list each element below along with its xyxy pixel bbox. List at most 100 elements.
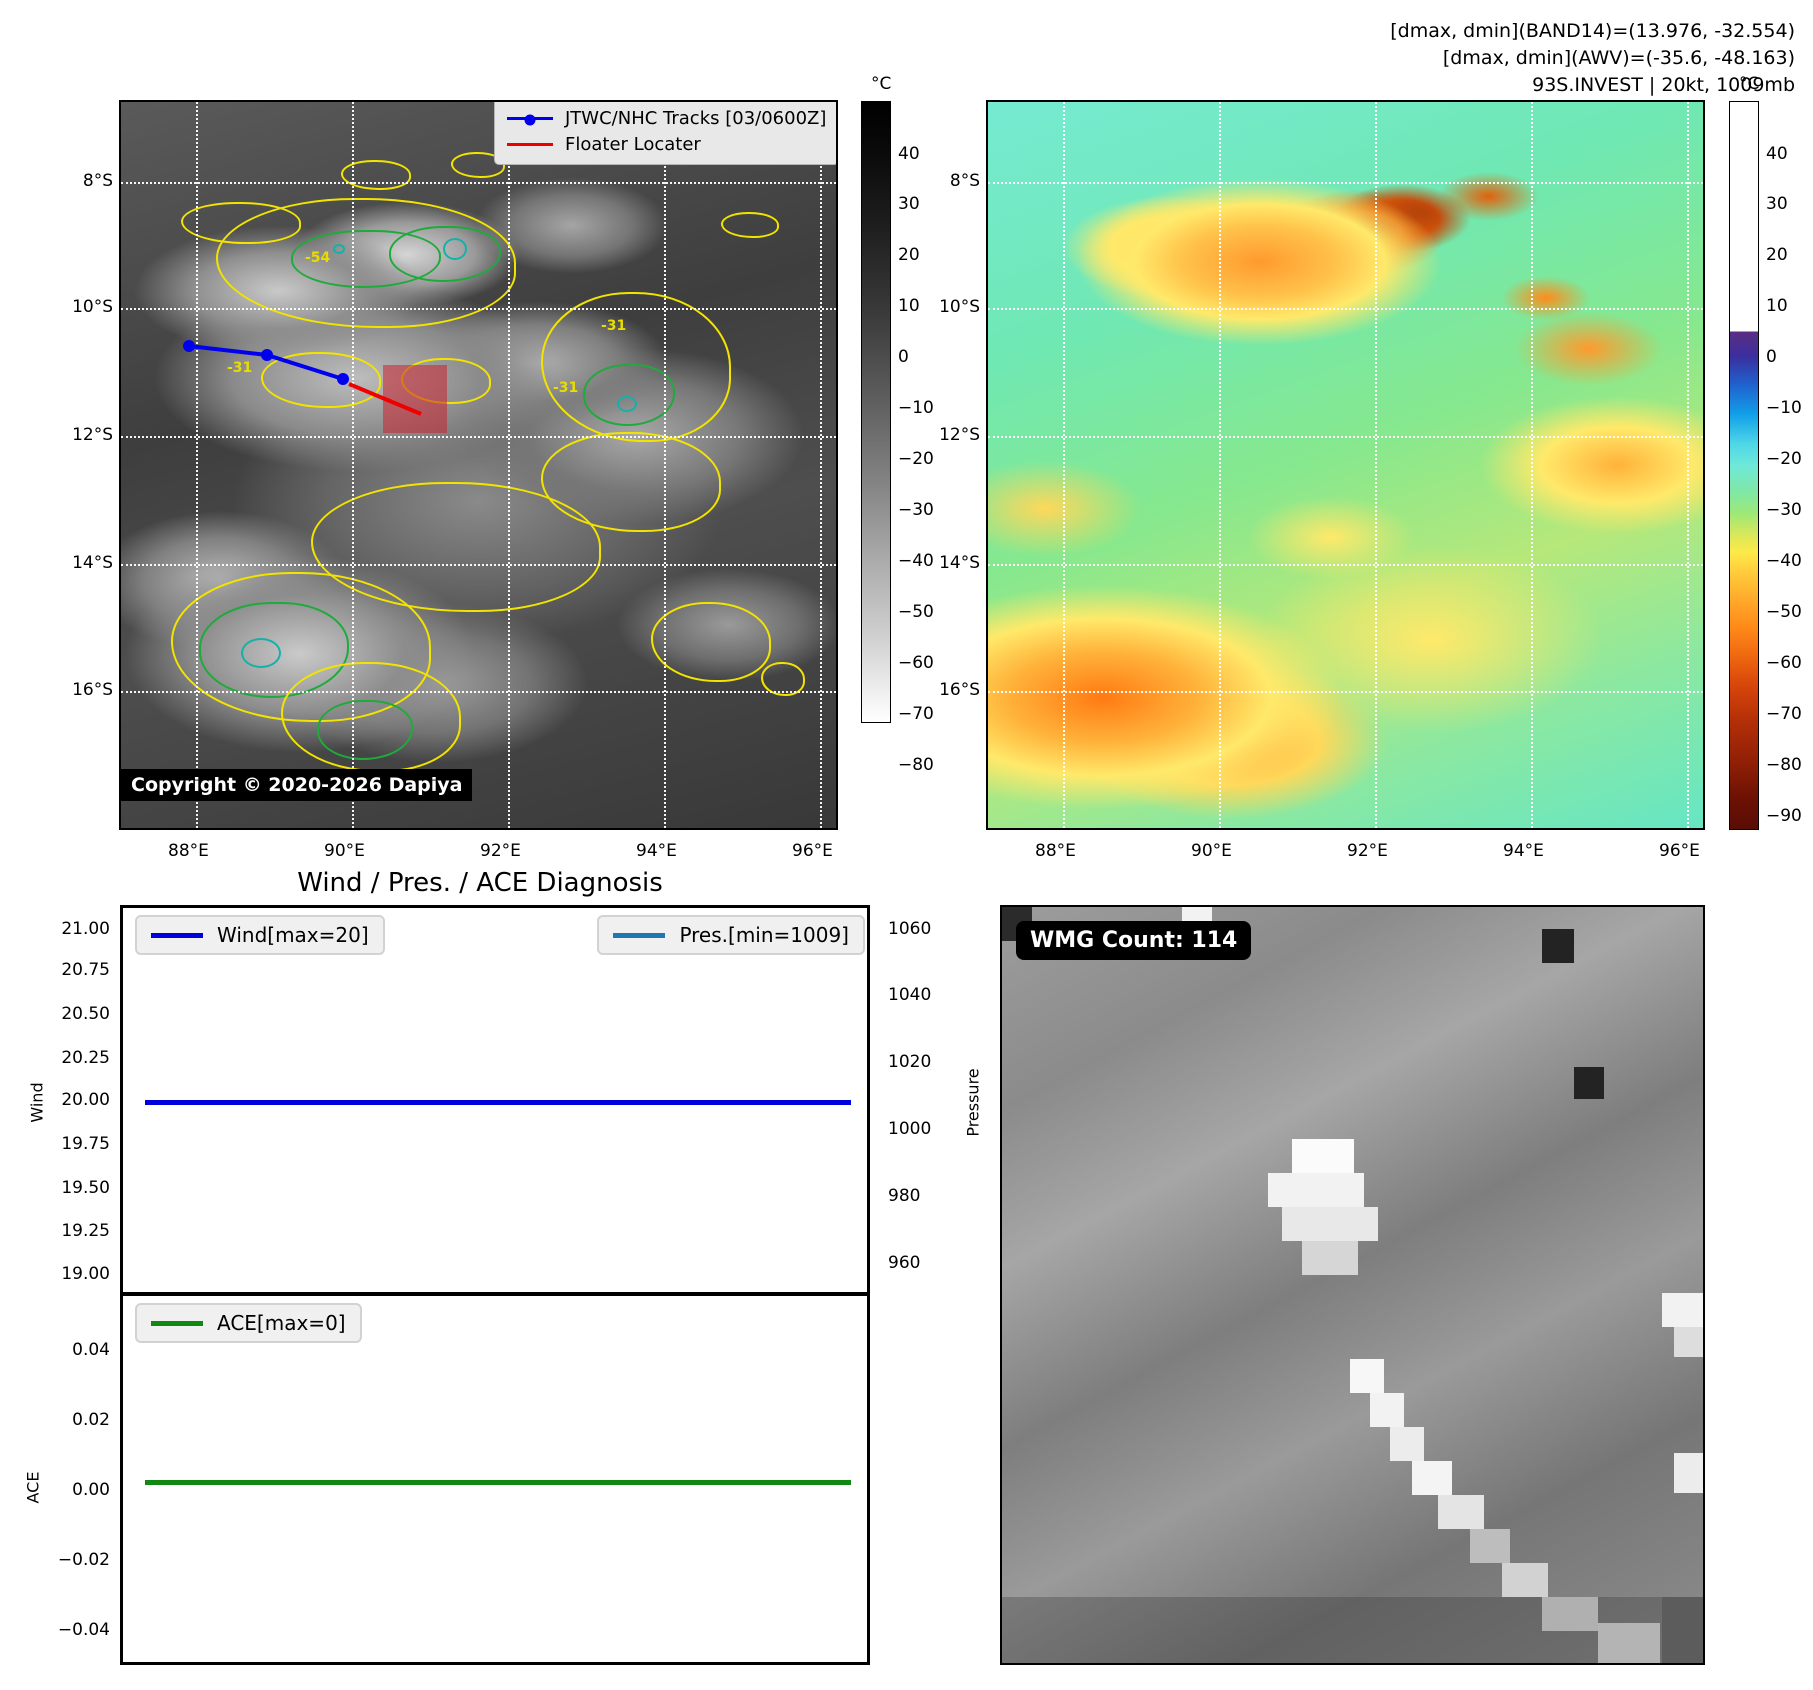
storm-track-overlay: [183, 340, 422, 416]
wmg-pixel: [1182, 907, 1212, 923]
ace-color-swatch: [151, 1320, 203, 1326]
ir-lon-tick: 92°E: [480, 841, 521, 861]
track-line-icon: [507, 114, 553, 125]
ace-plot[interactable]: [120, 1293, 870, 1665]
awv-cb-tick: 30: [1766, 194, 1788, 214]
ace-axis-label: ACE: [23, 1471, 43, 1504]
wmg-pixel-map[interactable]: WMG Count: 114: [1000, 905, 1705, 1665]
awv-lon-tick: 96°E: [1659, 841, 1700, 861]
wmg-pixel: [1302, 1241, 1358, 1275]
ir-contour-label: -31: [227, 360, 253, 376]
awv-cb-tick: −80: [1766, 755, 1802, 775]
awv-colorbar-unit: °C: [1739, 74, 1760, 94]
pressure-legend-label: Pres.[min=1009]: [679, 923, 849, 947]
awv-cb-tick: −90: [1766, 806, 1802, 826]
wmg-pixel: [1470, 1529, 1510, 1563]
awv-lat-tick: 14°S: [939, 553, 980, 573]
wmg-pixel: [1662, 1597, 1703, 1663]
wmg-pixel: [1542, 1597, 1598, 1631]
ace-ytick: −0.02: [57, 1550, 110, 1570]
ace-ytick: 0.02: [72, 1410, 110, 1430]
wmg-pixel: [1662, 1293, 1703, 1327]
locater-line-icon: [507, 142, 553, 146]
wind-legend-label: Wind[max=20]: [217, 923, 369, 947]
ir-cb-tick: −50: [898, 602, 934, 622]
legend-item-locater: Floater Locater: [507, 131, 826, 157]
header-metadata: [dmax, dmin](BAND14)=(13.976, -32.554) […: [1390, 18, 1795, 99]
pressure-ytick: 960: [888, 1253, 921, 1273]
ir-colorbar-unit: °C: [871, 74, 892, 94]
pressure-ytick: 1020: [888, 1052, 932, 1072]
wind-ytick: 19.00: [61, 1264, 110, 1284]
awv-lat-tick: 10°S: [939, 297, 980, 317]
pressure-ytick: 1060: [888, 919, 932, 939]
ir-lat-tick: 8°S: [82, 171, 113, 191]
legend-label: Floater Locater: [565, 133, 701, 155]
ace-legend-label: ACE[max=0]: [217, 1311, 346, 1335]
pressure-ytick: 980: [888, 1186, 921, 1206]
wmg-pixel: [1002, 1597, 1703, 1663]
awv-lat-tick: 12°S: [939, 425, 980, 445]
wind-ytick: 20.25: [61, 1048, 110, 1068]
ir-satellite-imagery: [121, 102, 836, 828]
wmg-pixel: [1502, 1563, 1548, 1597]
awv-lat-tick: 16°S: [939, 680, 980, 700]
awv-cb-tick: −30: [1766, 500, 1802, 520]
ir-cb-tick: 0: [898, 347, 909, 367]
awv-cb-tick: 40: [1766, 144, 1788, 164]
wmg-pixel: [1268, 1173, 1364, 1207]
wmg-pixel: [1370, 1393, 1404, 1427]
ir-lat-tick: 14°S: [72, 553, 113, 573]
wmg-pixel: [1574, 1067, 1604, 1099]
ir-lon-tick: 88°E: [168, 841, 209, 861]
wmg-pixel: [1350, 1359, 1384, 1393]
ir-cb-tick: −40: [898, 551, 934, 571]
awv-map[interactable]: [986, 100, 1705, 830]
wind-pressure-plot[interactable]: [120, 905, 870, 1295]
ir-lon-tick: 96°E: [792, 841, 833, 861]
wmg-count-badge: WMG Count: 114: [1016, 921, 1252, 960]
pressure-ytick: 1000: [888, 1119, 932, 1139]
pressure-axis-label: Pressure: [963, 1068, 983, 1137]
awv-lon-tick: 90°E: [1191, 841, 1232, 861]
ace-series-line: [145, 1480, 851, 1485]
ir-cb-tick: 40: [898, 144, 920, 164]
ir-cb-tick: −20: [898, 449, 934, 469]
copyright-badge: Copyright © 2020-2026 Dapiya: [121, 769, 473, 801]
awv-cb-tick: −50: [1766, 602, 1802, 622]
ir-cb-tick: 30: [898, 194, 920, 214]
awv-cb-tick: −70: [1766, 704, 1802, 724]
wind-ytick: 20.75: [61, 960, 110, 980]
pressure-color-swatch: [613, 932, 666, 938]
wind-ytick: 19.25: [61, 1221, 110, 1241]
awv-cb-tick: −10: [1766, 398, 1802, 418]
wmg-pixel: [1390, 1427, 1424, 1461]
wind-ytick: 19.50: [61, 1178, 110, 1198]
diagnosis-chart-title: Wind / Pres. / ACE Diagnosis: [297, 868, 663, 898]
ir-cb-tick: −80: [898, 755, 934, 775]
wind-ytick: 19.75: [61, 1134, 110, 1154]
ir-cb-tick: 10: [898, 296, 920, 316]
wmg-imagery: [1002, 907, 1703, 1663]
pressure-ytick: 1040: [888, 985, 932, 1005]
awv-cb-tick: 10: [1766, 296, 1788, 316]
wmg-pixel: [1292, 1139, 1354, 1173]
ir-floater-map[interactable]: -54 -31 -31 -31: [119, 100, 838, 830]
legend-item-tracks: JTWC/NHC Tracks [03/0600Z]: [507, 105, 826, 131]
wmg-pixel: [1282, 1207, 1378, 1241]
ir-lon-tick: 90°E: [324, 841, 365, 861]
wmg-pixel: [1412, 1461, 1452, 1495]
ace-ytick: −0.04: [57, 1620, 110, 1640]
ir-cb-tick: −70: [898, 704, 934, 724]
awv-cb-tick: −20: [1766, 449, 1802, 469]
dmax-band14-text: [dmax, dmin](BAND14)=(13.976, -32.554): [1390, 20, 1795, 42]
awv-lat-tick: 8°S: [949, 171, 980, 191]
ace-legend: ACE[max=0]: [135, 1303, 362, 1343]
awv-satellite-imagery: [988, 102, 1703, 828]
awv-lon-tick: 88°E: [1035, 841, 1076, 861]
wmg-pixel: [1674, 1327, 1703, 1357]
wmg-pixel: [1598, 1623, 1660, 1663]
awv-lon-tick: 94°E: [1503, 841, 1544, 861]
ir-lon-tick: 94°E: [636, 841, 677, 861]
